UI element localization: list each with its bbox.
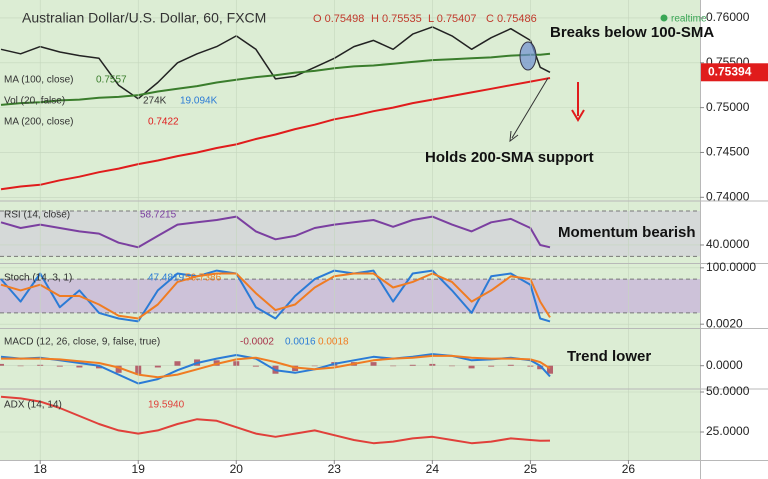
series-line <box>0 353 551 385</box>
histogram-bar <box>507 364 514 366</box>
price-tag <box>701 63 768 82</box>
histogram-bar <box>537 365 544 370</box>
legend-value: 56.7386 <box>185 273 222 284</box>
histogram-bar <box>311 365 318 367</box>
y-tick-label: 0.76000 <box>706 10 750 24</box>
legend-value: 47.4819 <box>148 273 185 284</box>
ohlc-open: O 0.75498 <box>313 13 364 25</box>
band <box>0 210 700 257</box>
annotation: Trend lower <box>567 348 651 365</box>
x-tick-label: 24 <box>426 462 440 476</box>
legend-name: MA (100, close) <box>4 75 73 86</box>
chart-title: Australian Dollar/U.S. Dollar, 60, FXCM <box>22 10 266 26</box>
x-tick-label: 20 <box>230 462 244 476</box>
pane-title: MACD (12, 26, close, 9, false, true) <box>4 337 160 348</box>
y-tick-label: 40.0000 <box>706 237 750 251</box>
legend-value: 58.7215 <box>140 210 177 221</box>
ohlc-low: L 0.75407 <box>428 13 477 25</box>
price-tag-label: 0.75394 <box>708 64 752 78</box>
ohlc-high: H 0.75535 <box>371 13 422 25</box>
arrow-head <box>509 130 519 143</box>
histogram-bar <box>252 365 259 367</box>
histogram-bar <box>96 365 103 369</box>
histogram-bar <box>154 365 161 368</box>
legend-value: 0.7422 <box>148 117 179 128</box>
plot-area <box>0 0 700 460</box>
histogram-bar <box>409 364 416 366</box>
histogram-bar <box>488 365 495 367</box>
y-tick-label: 0.75000 <box>706 100 750 114</box>
x-tick-label: 18 <box>34 462 48 476</box>
x-tick-label: 26 <box>622 462 636 476</box>
time-axis-background <box>0 460 700 479</box>
series-line <box>0 26 551 100</box>
annotation: Holds 200-SMA support <box>425 149 594 166</box>
legend-name: Vol (20, false) <box>4 96 65 107</box>
legend-value: 19.5940 <box>148 400 185 411</box>
band <box>0 279 700 313</box>
histogram-bar <box>56 365 63 367</box>
histogram-bar <box>547 365 553 374</box>
pane-title: Stoch (14, 3, 1) <box>4 273 72 284</box>
highlight-oval <box>519 41 537 71</box>
y-tick-label: 25.0000 <box>706 424 750 438</box>
histogram-bar <box>468 365 475 369</box>
x-tick-label: 19 <box>132 462 146 476</box>
legend-value: 0.0018 <box>318 337 349 348</box>
series-line <box>0 395 551 445</box>
legend-value: 0.7557 <box>96 75 127 86</box>
legend-value: 0.0016 <box>285 337 316 348</box>
arrow-head <box>571 109 585 122</box>
histogram-bar <box>370 362 377 366</box>
annotation: Momentum bearish <box>558 224 696 241</box>
annotation: Breaks below 100-SMA <box>550 24 714 41</box>
histogram-bar <box>17 365 24 367</box>
series-line <box>0 215 551 249</box>
y-tick-label: 100.0000 <box>706 260 756 274</box>
legend-value: 274K <box>143 96 167 107</box>
ohlc-close: C 0.75486 <box>486 13 537 25</box>
x-tick-label: 23 <box>328 462 342 476</box>
histogram-bar <box>76 365 83 368</box>
y-tick-label: 50.0000 <box>706 384 750 398</box>
y-tick-label: 0.0020 <box>706 316 743 330</box>
pane-title: ADX (14, 14) <box>4 400 62 411</box>
series-line <box>0 77 551 191</box>
legend-name: MA (200, close) <box>4 117 73 128</box>
histogram-bar <box>390 365 397 367</box>
histogram-bar <box>115 365 122 373</box>
pane-title: RSI (14, close) <box>4 210 70 221</box>
series-line <box>0 272 551 320</box>
y-tick-label: 0.0000 <box>706 358 743 372</box>
y-tick-label: 0.74000 <box>706 189 750 203</box>
y-tick-label: 0.74500 <box>706 145 750 159</box>
status: realtime <box>671 14 707 25</box>
histogram-bar <box>174 361 181 366</box>
series-line <box>0 52 551 106</box>
status-dot <box>660 14 668 22</box>
arrow <box>511 77 549 139</box>
series-line <box>1 354 551 379</box>
legend-value: 19.094K <box>180 96 218 107</box>
histogram-bar <box>0 363 4 366</box>
legend-value: -0.0002 <box>240 337 274 348</box>
x-tick-label: 25 <box>524 462 538 476</box>
histogram-bar <box>448 365 455 367</box>
